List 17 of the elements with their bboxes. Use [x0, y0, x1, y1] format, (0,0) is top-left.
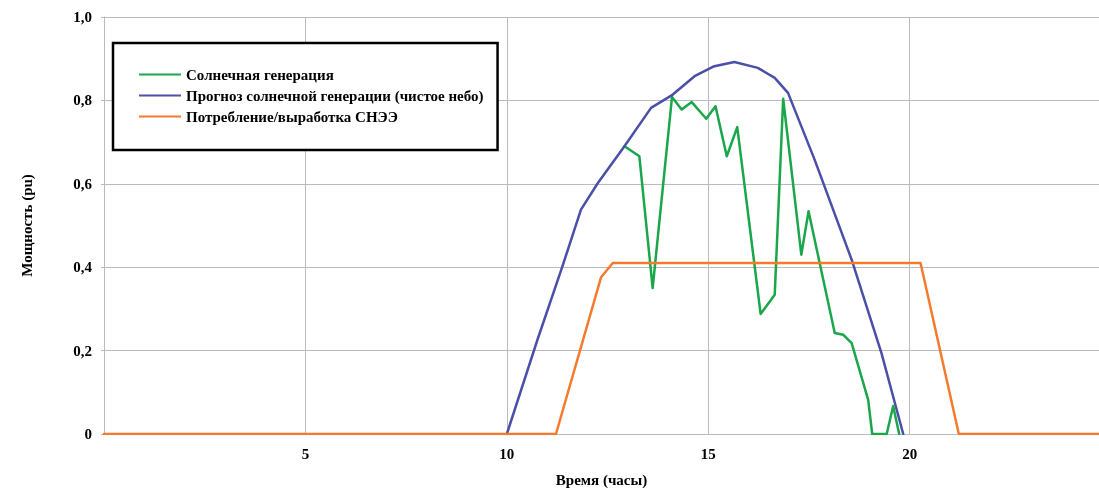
- x-axis-title: Время (часы): [555, 471, 648, 489]
- y-tick-label: 0,4: [73, 259, 93, 276]
- legend-label: Потребление/выработка СНЭЭ: [186, 108, 398, 125]
- y-tick-label: 0,6: [73, 175, 93, 192]
- line-series: [623, 95, 901, 436]
- legend-label: Прогноз солнечной генерации (чистое небо): [186, 87, 484, 105]
- y-tick-label: 0,8: [73, 92, 92, 109]
- y-tick-label: 0: [84, 426, 92, 442]
- y-axis-title: Мощность (pu): [18, 174, 36, 277]
- y-tick-label: 0,2: [73, 342, 92, 359]
- y-tick-label: 1,0: [73, 9, 92, 25]
- x-tick-label: 5: [301, 445, 310, 462]
- line-series: [505, 60, 905, 436]
- x-tick-label: 10: [499, 445, 515, 462]
- x-tick-label: 15: [700, 445, 716, 462]
- legend-label: Солнечная генерация: [186, 66, 334, 83]
- x-tick-label: 20: [902, 445, 918, 462]
